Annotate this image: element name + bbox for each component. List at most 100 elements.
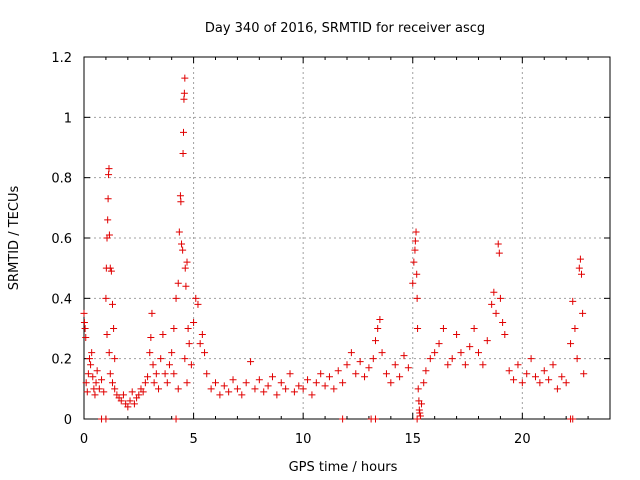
- data-point: [567, 340, 575, 348]
- data-point: [387, 379, 395, 387]
- data-point: [490, 288, 498, 296]
- chart-title: Day 340 of 2016, SRMTID for receiver asc…: [205, 21, 485, 36]
- data-point: [184, 325, 192, 332]
- data-point: [492, 309, 500, 317]
- data-point: [201, 349, 209, 357]
- data-point: [453, 331, 461, 339]
- data-point: [168, 349, 176, 357]
- data-point: [152, 370, 160, 378]
- data-point: [181, 74, 189, 82]
- data-point: [128, 388, 136, 396]
- data-point: [411, 237, 419, 245]
- data-point: [295, 382, 303, 390]
- data-point: [107, 267, 115, 275]
- data-point: [165, 361, 173, 369]
- x-tick-labels: 0 5 10 15 20: [80, 432, 531, 447]
- data-point: [111, 355, 119, 363]
- y-tick-label: 0.4: [51, 292, 72, 307]
- data-point: [124, 403, 132, 411]
- data-point: [374, 325, 382, 332]
- data-point: [439, 325, 447, 332]
- data-point: [308, 391, 316, 399]
- data-point: [238, 391, 246, 399]
- data-point: [139, 388, 147, 396]
- data-point: [412, 228, 420, 236]
- data-point: [251, 385, 259, 393]
- data-point: [83, 388, 91, 396]
- data-point: [105, 231, 113, 239]
- data-point: [325, 373, 333, 381]
- data-point: [179, 150, 187, 158]
- data-point: [495, 249, 503, 257]
- data-point: [371, 415, 379, 423]
- data-point: [339, 379, 347, 387]
- data-point: [466, 343, 474, 351]
- data-point: [84, 370, 92, 378]
- data-point: [88, 349, 96, 357]
- data-point: [356, 358, 364, 366]
- data-point: [147, 334, 155, 342]
- data-point: [558, 373, 566, 381]
- data-point: [119, 391, 127, 399]
- data-point: [277, 379, 285, 387]
- data-point: [414, 325, 422, 332]
- data-point: [180, 95, 188, 103]
- data-point: [212, 379, 219, 387]
- data-point: [216, 391, 224, 399]
- data-point: [376, 315, 384, 323]
- data-point: [416, 409, 424, 417]
- data-point: [85, 355, 93, 363]
- data-point: [176, 192, 184, 200]
- data-point: [304, 376, 312, 384]
- data-point: [569, 297, 577, 305]
- data-points: [80, 74, 588, 423]
- data-point: [148, 309, 156, 317]
- data-point: [422, 367, 430, 375]
- data-point: [483, 337, 491, 345]
- data-point: [130, 400, 138, 408]
- data-point: [549, 361, 557, 369]
- y-tick-label: 0.6: [51, 232, 72, 247]
- data-point: [98, 376, 106, 384]
- data-point: [225, 388, 233, 396]
- data-point: [576, 255, 584, 263]
- x-tick-label: 5: [189, 432, 197, 447]
- data-point: [536, 379, 544, 387]
- data-point: [569, 415, 577, 423]
- data-point: [103, 331, 111, 339]
- data-point: [106, 264, 114, 272]
- data-point: [268, 373, 276, 381]
- data-point: [365, 364, 373, 372]
- data-point: [426, 355, 434, 363]
- x-tick-label: 20: [514, 432, 531, 447]
- data-point: [494, 240, 502, 248]
- data-point: [282, 385, 290, 393]
- data-point: [260, 388, 268, 396]
- data-point: [404, 364, 412, 372]
- data-point: [553, 385, 561, 393]
- data-point: [105, 165, 113, 173]
- data-point: [110, 325, 118, 332]
- data-point: [177, 198, 185, 206]
- data-point: [117, 397, 125, 405]
- data-point: [194, 300, 202, 308]
- data-point: [207, 385, 215, 393]
- data-point: [102, 415, 110, 423]
- data-point: [409, 279, 417, 287]
- data-point: [488, 300, 496, 308]
- grid-lines: [84, 57, 610, 419]
- data-point: [180, 128, 188, 136]
- data-point: [172, 294, 180, 302]
- axis-ticks: [83, 56, 610, 420]
- data-point: [146, 349, 154, 357]
- data-point: [347, 349, 355, 357]
- y-tick-label: 0: [64, 413, 72, 428]
- data-point: [163, 379, 171, 387]
- data-point: [183, 379, 191, 387]
- data-point: [155, 385, 163, 393]
- data-point: [182, 282, 190, 290]
- y-tick-labels: 0 0.2 0.4 0.6 0.8 1 1.2: [51, 51, 72, 428]
- x-axis-label: GPS time / hours: [289, 460, 398, 475]
- data-point: [220, 382, 228, 390]
- data-point: [391, 361, 399, 369]
